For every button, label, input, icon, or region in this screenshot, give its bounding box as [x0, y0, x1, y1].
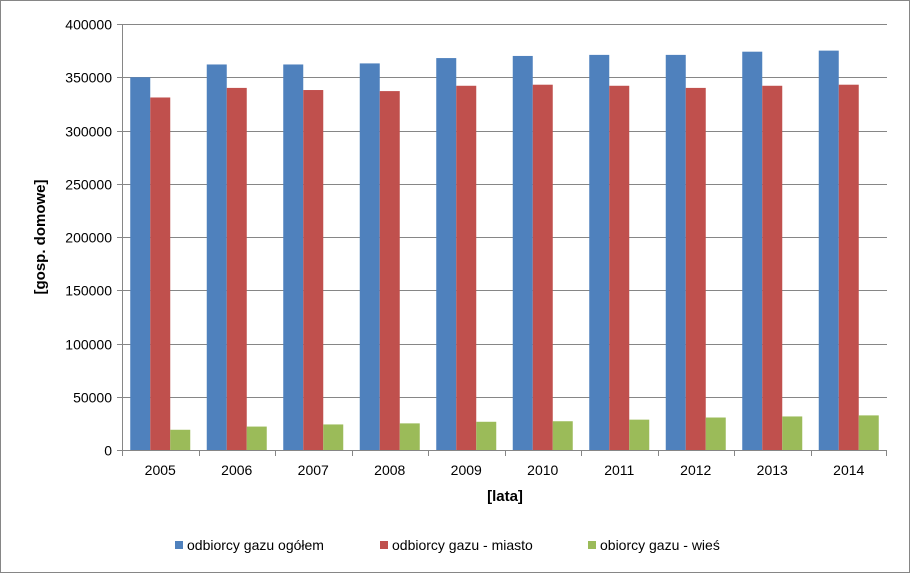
y-tick-label: 150000: [65, 283, 112, 299]
y-tick-label: 300000: [65, 124, 112, 140]
legend-swatch: [380, 541, 388, 549]
legend-swatch: [175, 541, 183, 549]
bar-3-2011: [629, 419, 650, 450]
legend-label: odbiorcy gazu ogółem: [187, 537, 324, 553]
bars: [130, 50, 879, 451]
x-axis-title: [lata]: [487, 488, 523, 505]
y-tick-label: 250000: [65, 177, 112, 193]
bar-3-2013: [782, 416, 803, 450]
bar-1-2007: [283, 64, 304, 450]
x-tick-label: 2008: [374, 462, 405, 478]
bar-3-2010: [552, 421, 573, 450]
x-tick-label: 2005: [145, 462, 176, 478]
bar-2-2007: [303, 90, 324, 450]
bar-2-2006: [226, 87, 247, 451]
gridlines: [122, 24, 887, 398]
y-tick-label: 200000: [65, 230, 112, 246]
x-tick-label: 2006: [221, 462, 252, 478]
legend-label: obiorcy gazu - wieś: [600, 537, 720, 553]
x-tick-label: 2011: [604, 462, 634, 478]
legend-entry: odbiorcy gazu - miasto: [380, 537, 533, 553]
bar-3-2006: [246, 426, 267, 450]
bar-2-2014: [838, 84, 859, 450]
bar-3-2008: [399, 423, 420, 450]
x-tick-labels: 2005 2006 2007 2008 2009 2010 2011 2012 2013 2014: [145, 462, 865, 478]
x-tick-label: 2013: [757, 462, 788, 478]
bar-2-2008: [379, 91, 400, 450]
y-axis-title: [gosp. domowe]: [32, 180, 49, 295]
legend-swatch: [588, 541, 596, 549]
bar-3-2014: [858, 415, 879, 450]
bar-1-2010: [512, 55, 533, 450]
bar-2-2012: [685, 87, 706, 451]
legend: odbiorcy gazu ogółem odbiorcy gazu - mias…: [175, 537, 720, 553]
bar-3-2007: [323, 424, 344, 450]
y-tick-label: 350000: [65, 70, 112, 86]
bar-1-2009: [436, 58, 457, 451]
x-tick-label: 2009: [451, 462, 482, 478]
axes: [117, 24, 887, 456]
x-tick-label: 2014: [833, 462, 864, 478]
y-tick-label: 100000: [65, 337, 112, 353]
legend-label: odbiorcy gazu - miasto: [392, 537, 533, 553]
bar-3-2009: [476, 421, 497, 450]
bar-2-2011: [609, 85, 630, 451]
x-tick-label: 2010: [527, 462, 558, 478]
bar-3-2005: [170, 429, 191, 450]
y-tick-labels: 0 50000 100000 150000 200000 250000 300000 3500…: [65, 17, 112, 459]
x-tick-label: 2007: [298, 462, 329, 478]
bar-2-2009: [456, 85, 477, 451]
bar-2-2005: [150, 97, 171, 451]
legend-entry: obiorcy gazu - wieś: [588, 537, 720, 553]
bar-3-2012: [705, 417, 726, 450]
bar-1-2012: [665, 54, 686, 450]
bar-1-2013: [742, 51, 763, 450]
bar-1-2006: [206, 64, 227, 450]
y-tick-label: 50000: [73, 390, 112, 406]
y-tick-label: 400000: [65, 17, 112, 33]
y-tick-label: 0: [104, 443, 112, 459]
legend-entry: odbiorcy gazu ogółem: [175, 537, 324, 553]
bar-1-2014: [818, 50, 839, 450]
bar-2-2013: [762, 85, 783, 451]
bar-1-2008: [359, 63, 380, 450]
bar-2-2010: [532, 84, 553, 450]
bar-1-2005: [130, 77, 151, 450]
bar-1-2011: [589, 54, 610, 450]
x-tick-label: 2012: [680, 462, 711, 478]
